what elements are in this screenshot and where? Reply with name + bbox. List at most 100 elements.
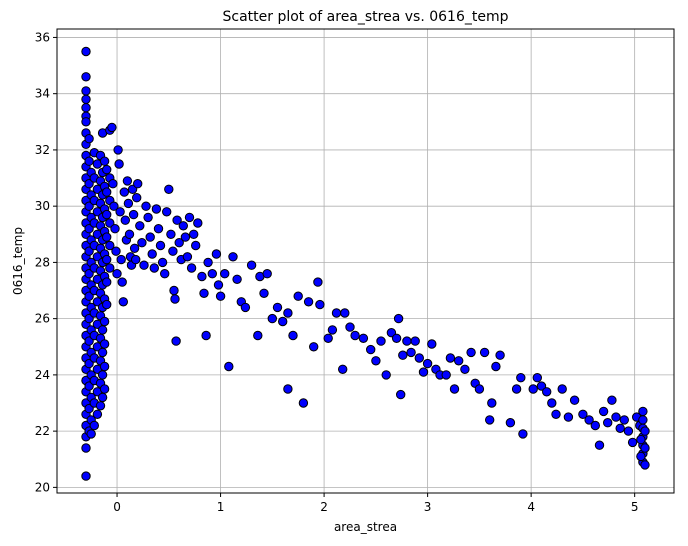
x-tick-label: 3: [424, 500, 432, 514]
chart-title: Scatter plot of area_strea vs. 0616_temp: [222, 9, 508, 25]
scatter-point: [108, 179, 118, 189]
scatter-point: [393, 313, 404, 324]
x-tick-label: 5: [631, 500, 639, 514]
scatter-point: [511, 384, 522, 394]
scatter-point: [84, 246, 94, 256]
scatter-point: [623, 426, 634, 436]
scatter-point: [145, 232, 155, 242]
scatter-point: [102, 209, 112, 220]
scatter-point: [590, 420, 600, 431]
scatter-point: [466, 347, 476, 358]
scatter-point: [81, 103, 91, 113]
scatter-point: [102, 164, 112, 175]
scatter-point: [174, 238, 184, 248]
scatter-point: [105, 240, 115, 251]
scatter-point: [283, 384, 293, 394]
scatter-point: [313, 277, 323, 287]
scatter-point: [97, 325, 108, 335]
scatter-point: [246, 260, 257, 270]
scatter-point: [102, 277, 112, 287]
scatter-point: [350, 330, 360, 341]
scatter-point: [536, 381, 547, 391]
scatter-point: [81, 72, 91, 82]
scatter-point: [309, 342, 319, 352]
scatter-point: [215, 291, 226, 301]
scatter-point: [454, 356, 464, 366]
scatter-point: [170, 294, 180, 304]
scatter-point: [402, 336, 412, 346]
scatter-point: [112, 269, 122, 279]
scatter-point: [391, 333, 402, 343]
scatter-point: [422, 358, 433, 369]
scatter-point: [102, 232, 112, 242]
scatter-point: [594, 440, 605, 450]
scatter-point: [172, 215, 182, 225]
scatter-point: [182, 252, 193, 262]
scatter-point: [479, 347, 490, 358]
scatter-point: [376, 336, 386, 346]
scatter-point: [220, 269, 230, 279]
scatter-point: [166, 229, 176, 240]
scatter-point: [102, 299, 112, 310]
scatter-point: [323, 333, 333, 343]
scatter-point: [638, 406, 648, 417]
scatter-point: [331, 308, 342, 318]
scatter-point: [485, 415, 495, 425]
scatter-point: [114, 159, 124, 169]
y-tick-label: 30: [35, 199, 50, 213]
scatter-point: [132, 193, 142, 203]
scatter-point: [81, 117, 91, 127]
scatter-point: [211, 249, 222, 259]
scatter-point: [315, 299, 325, 310]
scatter-point: [253, 330, 263, 341]
scatter-point: [207, 269, 218, 279]
y-tick-label: 28: [35, 255, 50, 269]
scatter-point: [113, 145, 123, 155]
scatter-point: [427, 339, 437, 349]
scatter-point: [569, 395, 580, 405]
scatter-point: [131, 254, 141, 265]
scatter-point: [99, 384, 110, 394]
scatter-point: [340, 308, 350, 318]
scatter-point: [640, 443, 650, 453]
scatter-point: [86, 429, 96, 439]
scatter-point: [99, 316, 110, 327]
scatter-point: [92, 409, 103, 419]
scatter-point: [345, 322, 355, 332]
scatter-point: [283, 308, 293, 318]
scatter-point: [97, 370, 108, 380]
scatter-point: [122, 176, 133, 186]
scatter-point: [81, 471, 91, 481]
scatter-point: [551, 409, 561, 419]
scatter-point: [84, 156, 94, 166]
scatter-point: [615, 423, 625, 433]
scatter-point: [293, 291, 303, 301]
scatter-point: [619, 415, 629, 425]
scatter-point: [640, 460, 650, 470]
scatter-point: [542, 387, 552, 397]
scatter-point: [278, 316, 288, 327]
scatter-point: [180, 232, 191, 242]
scatter-point: [532, 373, 542, 383]
scatter-point: [262, 269, 272, 279]
scatter-point: [120, 215, 131, 225]
scatter-point: [149, 263, 160, 273]
scatter-point: [199, 288, 209, 298]
scatter-point: [84, 201, 94, 211]
scatter-point: [171, 336, 181, 346]
scatter-point: [95, 401, 106, 411]
y-tick-label: 24: [35, 368, 50, 382]
scatter-point: [141, 201, 151, 211]
scatter-point: [102, 254, 112, 265]
scatter-point: [272, 302, 283, 313]
y-tick-label: 32: [35, 143, 50, 157]
scatter-point: [128, 209, 139, 220]
scatter-point: [474, 384, 485, 394]
scatter-point: [162, 207, 172, 217]
scatter-point: [97, 392, 108, 403]
scatter-point: [168, 246, 178, 256]
x-tick-label: 1: [217, 500, 225, 514]
scatter-point: [603, 418, 613, 428]
scatter-point: [160, 269, 170, 279]
